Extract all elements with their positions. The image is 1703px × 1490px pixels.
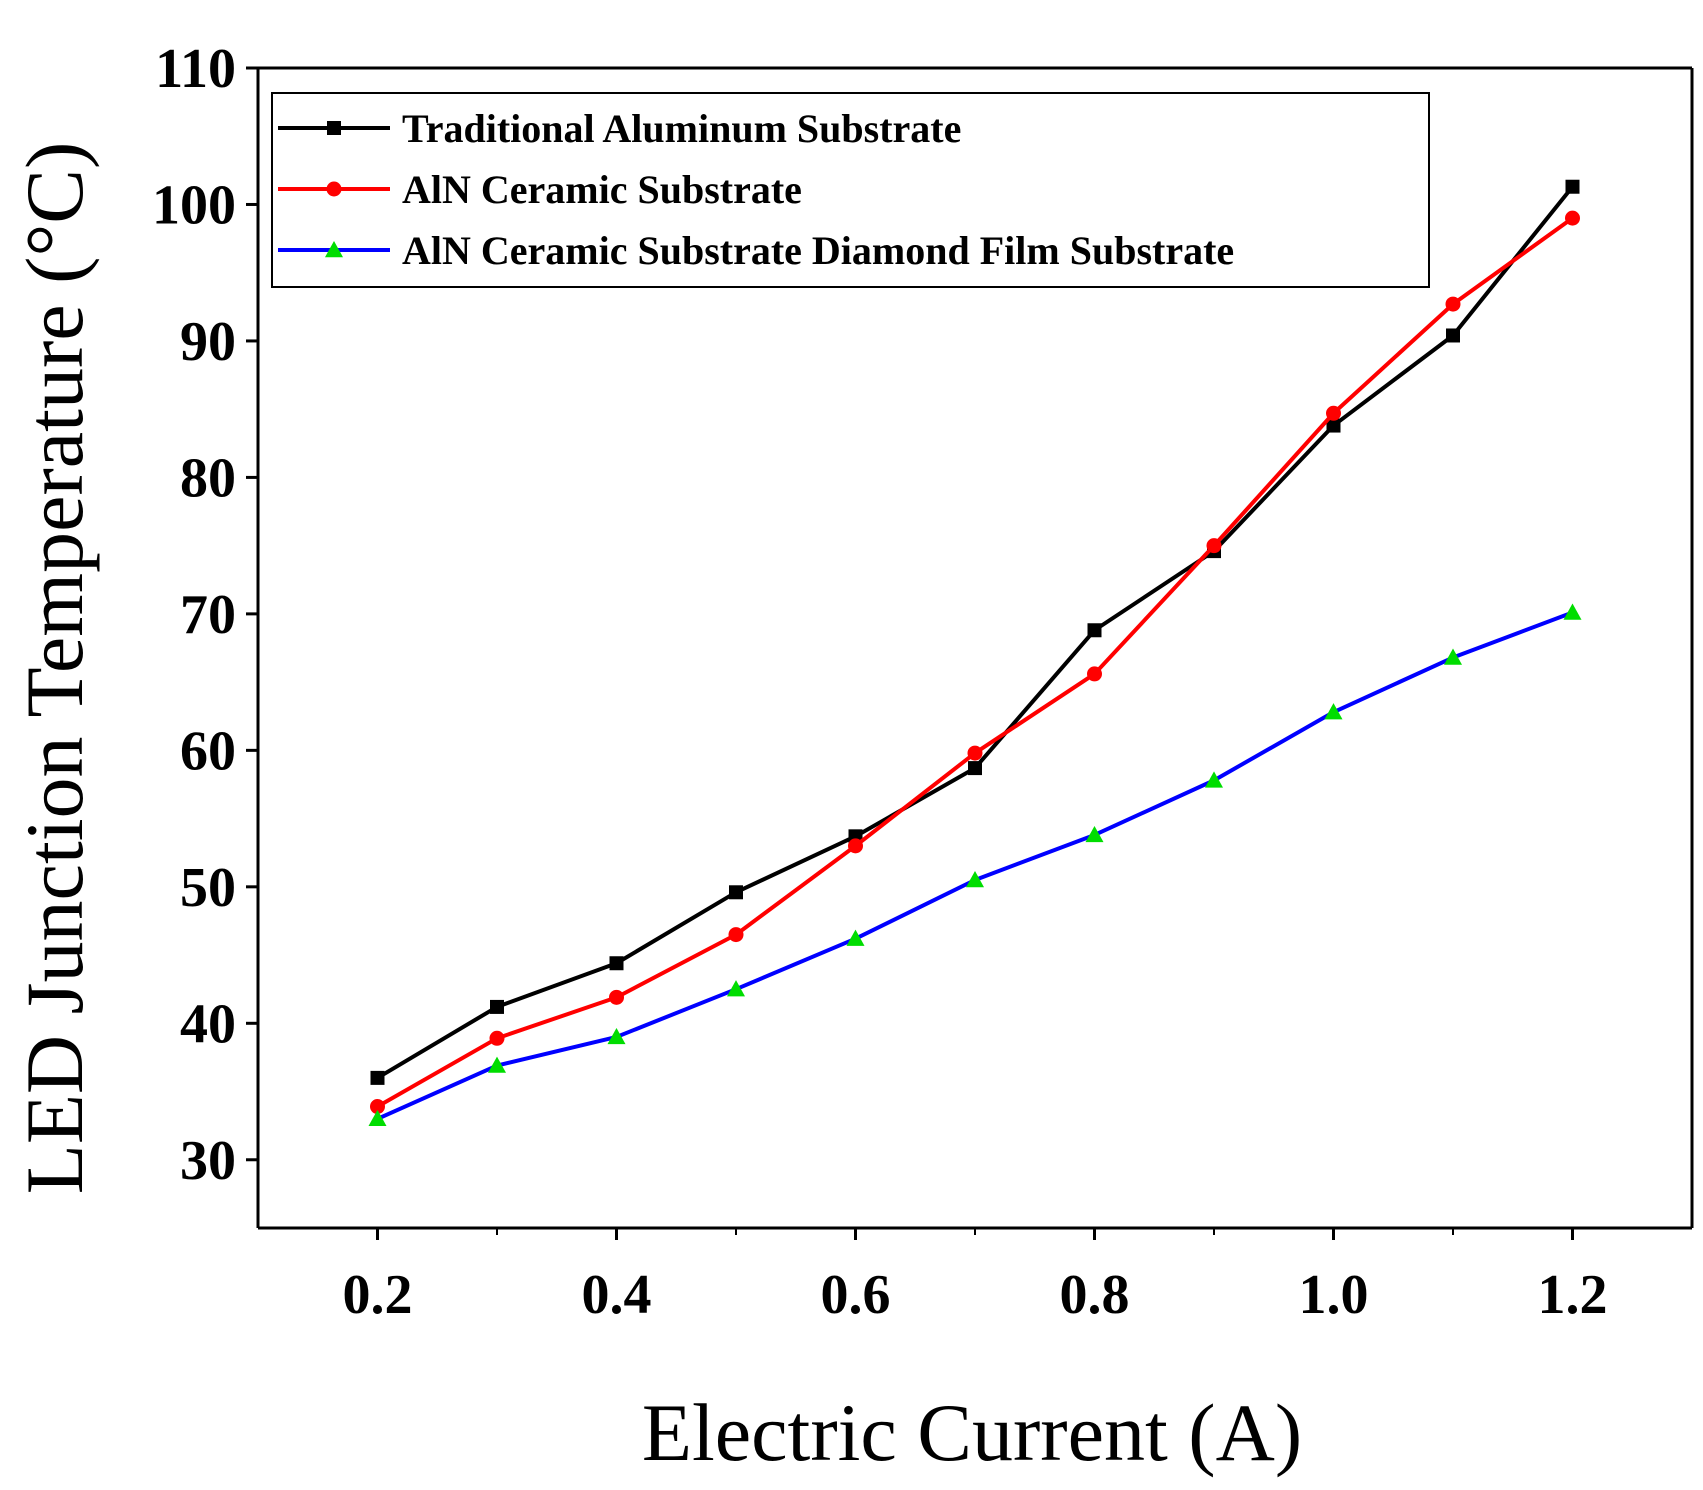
y-tick-label: 40 [180,993,236,1055]
data-point-triangle [1563,603,1582,620]
plot-series [368,179,1582,1127]
legend-label: AlN Ceramic Substrate Diamond Film Subst… [402,228,1234,273]
data-point-triangle [1324,703,1343,720]
data-point-circle [1087,666,1102,682]
data-point-square [1326,418,1341,433]
x-tick-label: 0.8 [1060,1264,1130,1326]
y-tick-label: 90 [180,311,236,373]
data-point-square [1446,328,1460,343]
data-point-circle [1445,296,1461,312]
data-point-triangle [1205,771,1223,788]
y-tick-label: 70 [180,584,236,646]
data-point-triangle [727,980,745,997]
data-point-circle [728,927,744,943]
legend: Traditional Aluminum Substrate AlN Cerami… [271,92,1430,288]
data-point-square [370,1070,385,1085]
data-point-square [327,121,341,135]
data-point-square [1565,179,1580,194]
series-3 [368,603,1582,1127]
legend-entry: Traditional Aluminum Substrate [278,106,961,151]
y-tick-label: 60 [180,720,236,782]
data-point-circle [370,1099,385,1115]
data-point-square [1087,623,1102,638]
data-point-circle [1565,210,1580,226]
data-point-square [609,956,624,971]
series-1 [370,179,1580,1085]
data-point-triangle [325,241,343,258]
x-tick-label: 0.6 [821,1264,891,1326]
legend-label: AlN Ceramic Substrate [402,167,802,212]
data-point-square [968,761,982,776]
data-point-triangle [1444,648,1462,665]
data-point-triangle [966,871,984,888]
data-point-square [490,999,504,1014]
x-tick-label: 1.0 [1299,1264,1369,1326]
x-tick-label: 1.2 [1538,1264,1608,1326]
data-point-circle [326,181,342,197]
x-tick-label: 0.4 [582,1264,652,1326]
y-tick-label: 100 [152,174,236,236]
y-axis-title: LED Junction Temperature (°C) [9,142,100,1195]
legend-label: Traditional Aluminum Substrate [402,106,961,151]
data-point-circle [609,989,624,1005]
y-tick-label: 30 [180,1130,236,1192]
ticks: 0.2 0.4 0.6 0.8 1.0 1.2 30 40 50 60 70 80 90 100 110 [152,38,1608,1326]
data-point-square [729,885,743,900]
y-tick-label: 80 [180,447,236,509]
data-point-circle [1206,538,1222,554]
legend-entry: AlN Ceramic Substrate [278,167,802,212]
x-axis-title: Electric Current (A) [642,1387,1302,1478]
data-point-triangle [846,929,865,946]
legend-entry: AlN Ceramic Substrate Diamond Film Subst… [278,228,1234,273]
data-point-triangle [368,1109,387,1127]
data-point-triangle [607,1027,626,1045]
data-point-circle [848,838,863,854]
x-tick-label: 0.2 [343,1264,413,1326]
y-tick-label: 50 [180,857,236,919]
data-point-circle [1326,405,1341,421]
data-point-circle [489,1030,505,1046]
legend-box [271,92,1430,288]
data-point-triangle [488,1056,506,1073]
data-point-triangle [1085,825,1104,843]
series-2 [370,210,1580,1115]
data-point-circle [967,745,983,761]
y-tick-label: 110 [155,38,236,100]
